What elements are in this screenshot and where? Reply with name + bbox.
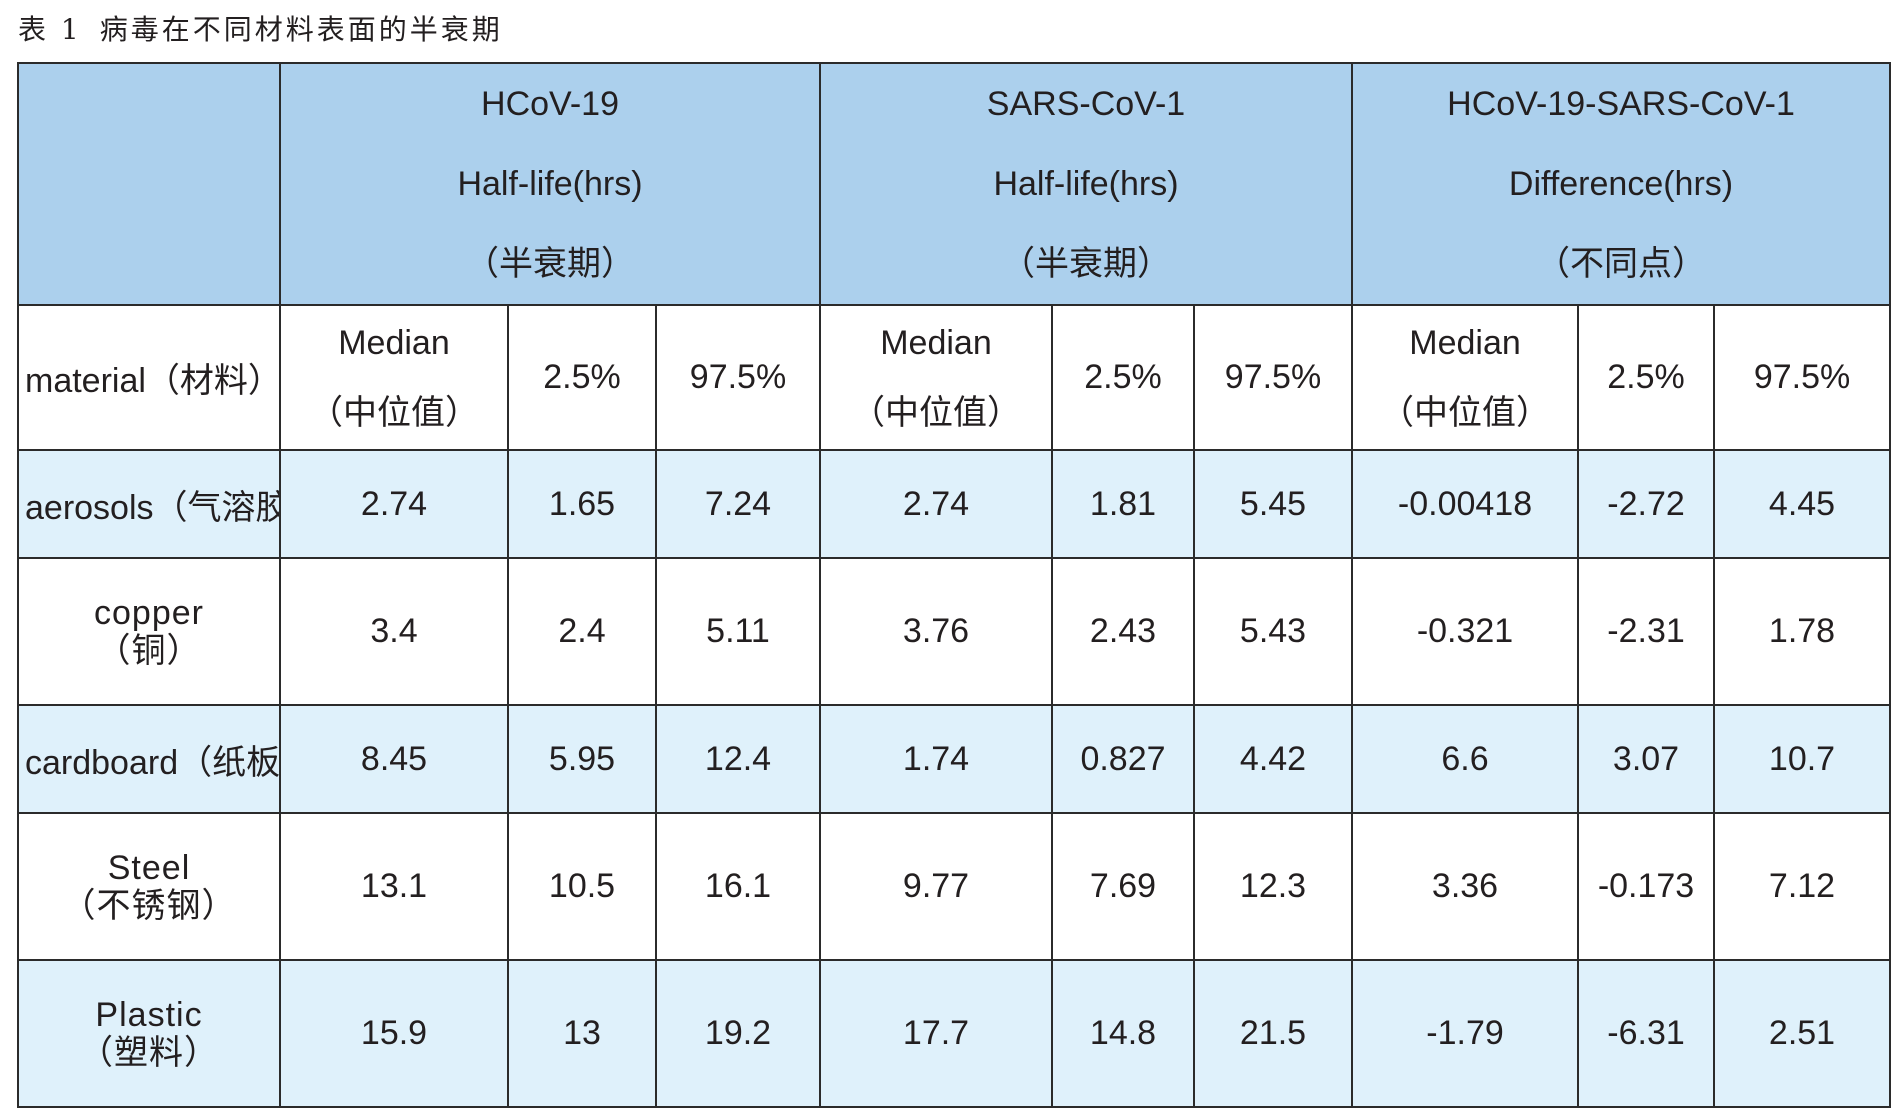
value-cell: -2.72 [1577,449,1716,559]
value-cell: 3.36 [1351,812,1580,961]
value-cell: 1.74 [819,704,1053,814]
group-cn: （半衰期） [465,245,635,283]
value-cell: 4.45 [1713,449,1892,559]
median-cn-label: （中位值） [309,393,479,432]
median-header: Median （中位值） [819,304,1053,451]
table-row: cardboard（纸板） 8.45 5.95 12.4 1.74 0.827 … [17,704,1892,814]
value-cell: 14.8 [1051,959,1195,1108]
group-measure: Half-life(hrs) [457,165,643,203]
value-cell: 2.4 [507,557,657,706]
group-measure: Half-life(hrs) [993,165,1179,203]
group-header-sarscov1: SARS-CoV-1 Half-life(hrs) （半衰期） [818,62,1354,306]
table-row: aerosols（气溶胶） 2.74 1.65 7.24 2.74 1.81 5… [17,449,1892,559]
value-cell: 2.43 [1051,557,1195,706]
corner-cell [17,62,281,306]
value-cell: 10.7 [1713,704,1892,814]
value-cell: 13.1 [279,812,509,961]
value-cell: -0.173 [1577,812,1716,961]
value-cell: -0.00418 [1351,449,1580,559]
value-cell: 8.45 [279,704,509,814]
low-header: 2.5% [1577,304,1716,451]
value-cell: 2.74 [819,449,1053,559]
value-cell: 7.24 [655,449,821,559]
value-cell: 3.4 [279,557,509,706]
group-name: HCoV-19-SARS-CoV-1 [1447,85,1795,123]
material-cell: cardboard（纸板） [17,704,281,814]
material-cell: Steel （不锈钢） [17,812,281,961]
value-cell: 5.11 [655,557,821,706]
group-name: SARS-CoV-1 [986,85,1186,123]
high-header: 97.5% [1713,304,1892,451]
value-cell: 5.43 [1192,557,1354,706]
material-name: aerosols（气溶胶） [25,488,278,527]
material-cn-name: （不锈钢） [61,886,237,925]
value-cell: 2.74 [279,449,509,559]
stat-header-row: material（材料） Median （中位值） 2.5% 97.5% Med… [17,304,1892,451]
value-cell: -1.79 [1351,959,1580,1108]
value-cell: 5.45 [1192,449,1354,559]
median-header: Median （中位值） [279,304,509,451]
value-cell: 7.12 [1713,812,1892,961]
material-cell: copper （铜） [17,557,281,706]
high-header: 97.5% [1192,304,1354,451]
group-header-difference: HCoV-19-SARS-CoV-1 Difference(hrs) （不同点） [1351,62,1892,306]
table-row: Plastic （塑料） 15.9 13 19.2 17.7 14.8 21.5… [17,959,1892,1108]
median-cn-label: （中位值） [851,393,1021,432]
value-cell: 7.69 [1051,812,1195,961]
low-header: 2.5% [507,304,657,451]
median-label: Median [880,323,992,362]
value-cell: 10.5 [507,812,657,961]
value-cell: 5.95 [507,704,657,814]
table-caption: 表 1 病毒在不同材料表面的半衰期 [18,8,503,52]
caption-label: 表 1 [18,13,82,46]
half-life-table: HCoV-19 Half-life(hrs) （半衰期） SARS-CoV-1 … [17,62,1892,1108]
value-cell: 0.827 [1051,704,1195,814]
material-cell: aerosols（气溶胶） [17,449,281,559]
value-cell: 3.76 [819,557,1053,706]
value-cell: 1.78 [1713,557,1892,706]
material-header: material（材料） [17,304,281,451]
group-cn: （半衰期） [1001,245,1171,283]
high-header: 97.5% [655,304,821,451]
low-header: 2.5% [1051,304,1195,451]
value-cell: 12.4 [655,704,821,814]
median-label: Median [338,323,450,362]
value-cell: 16.1 [655,812,821,961]
material-name: copper [94,593,204,632]
value-cell: -6.31 [1577,959,1716,1108]
table-row: Steel （不锈钢） 13.1 10.5 16.1 9.77 7.69 12.… [17,812,1892,961]
value-cell: 1.81 [1051,449,1195,559]
material-cell: Plastic （塑料） [17,959,281,1108]
group-header-hcov19: HCoV-19 Half-life(hrs) （半衰期） [279,62,821,306]
group-header-row: HCoV-19 Half-life(hrs) （半衰期） SARS-CoV-1 … [17,62,1892,306]
value-cell: 12.3 [1192,812,1354,961]
value-cell: 19.2 [655,959,821,1108]
value-cell: -0.321 [1351,557,1580,706]
material-name: Steel [107,848,191,887]
value-cell: 17.7 [819,959,1053,1108]
material-cn-name: （铜） [96,631,202,670]
value-cell: 6.6 [1351,704,1580,814]
median-label: Median [1409,323,1521,362]
value-cell: 2.51 [1713,959,1892,1108]
material-name: Plastic [95,995,203,1034]
value-cell: 9.77 [819,812,1053,961]
value-cell: 4.42 [1192,704,1354,814]
group-name: HCoV-19 [481,85,619,123]
value-cell: -2.31 [1577,557,1716,706]
value-cell: 1.65 [507,449,657,559]
group-measure: Difference(hrs) [1508,165,1734,203]
group-cn: （不同点） [1536,245,1707,283]
table-row: copper （铜） 3.4 2.4 5.11 3.76 2.43 5.43 -… [17,557,1892,706]
median-cn-label: （中位值） [1380,393,1551,432]
caption-title: 病毒在不同材料表面的半衰期 [99,13,503,46]
value-cell: 13 [507,959,657,1108]
value-cell: 15.9 [279,959,509,1108]
material-cn-name: （塑料） [79,1033,219,1072]
value-cell: 3.07 [1577,704,1716,814]
material-name: cardboard（纸板） [25,743,280,782]
median-header: Median （中位值） [1351,304,1580,451]
value-cell: 21.5 [1192,959,1354,1108]
